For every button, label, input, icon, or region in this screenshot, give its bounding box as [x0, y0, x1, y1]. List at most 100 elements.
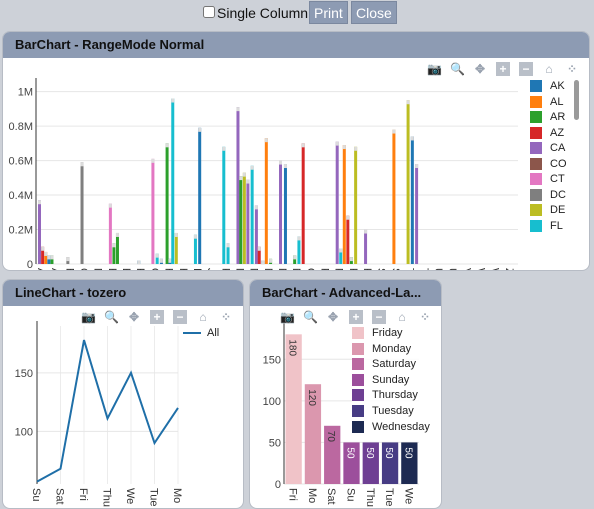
legend-item[interactable]: Saturday	[352, 358, 421, 373]
legend-item[interactable]: AR	[530, 111, 565, 125]
legend-item[interactable]: Tuesday	[352, 405, 418, 419]
bar-label	[354, 146, 358, 151]
x-tick-label: Tue	[148, 488, 160, 507]
x-tick-label: Thu	[364, 488, 376, 507]
bar-az	[41, 246, 45, 264]
x-tick-label: Binej	[63, 268, 75, 271]
legend-item[interactable]: DC	[530, 189, 566, 203]
legend-label: Sunday	[372, 373, 410, 386]
bar-ak	[283, 164, 287, 264]
panel-title: BarChart - RangeMode Normal	[3, 32, 589, 58]
legend-item[interactable]: AL	[530, 96, 563, 110]
x-tick-label: Ehret	[106, 268, 118, 271]
legend-item[interactable]: Wednesday	[352, 420, 434, 435]
legend-swatch	[352, 405, 364, 418]
pan-icon[interactable]: ✥	[474, 62, 486, 76]
bar-label	[155, 253, 159, 258]
legend-item[interactable]: FL	[530, 220, 563, 234]
bar-wednesday	[401, 442, 418, 484]
barchart-advanced-plot[interactable]: 0 50 100 150 180 120 70 50 50 50 50 Fri Mo Sat Su Thu Tu…	[250, 306, 442, 509]
barchart-range-plot[interactable]: 0 0.2M 0.4M 0.6M 0.8M 1M AfvocAvnitBinejCewfDi…	[3, 58, 590, 271]
x-tick-label: Onek	[304, 268, 316, 271]
bar-label	[137, 260, 141, 265]
legend-item[interactable]: AK	[530, 80, 565, 94]
x-tick-label: Geuc	[148, 268, 160, 271]
zoom-icon[interactable]: 🔍	[104, 310, 119, 324]
bar-label	[279, 160, 282, 165]
bar-az	[257, 246, 261, 264]
x-tick-label: Kivp	[219, 268, 231, 271]
home-icon[interactable]: ⌂	[545, 62, 553, 76]
bar-label	[264, 138, 268, 143]
bar-de	[406, 100, 410, 264]
legend-item[interactable]: CT	[530, 173, 565, 187]
legend-swatch	[530, 95, 542, 108]
zoom-in-icon[interactable]: +	[496, 62, 510, 76]
x-tick-label: Munv	[276, 268, 288, 271]
bar-label	[392, 129, 396, 134]
zoom-icon[interactable]: 🔍	[450, 62, 465, 76]
legend-item[interactable]: DE	[530, 204, 565, 218]
bar-fl	[222, 146, 226, 264]
x-tick-label: Huak	[163, 268, 175, 271]
camera-icon[interactable]: 📷	[427, 62, 442, 76]
zoom-out-icon[interactable]: −	[372, 310, 386, 324]
zoom-out-icon[interactable]: −	[173, 310, 187, 324]
legend-label: AR	[550, 111, 566, 123]
bar-fl	[226, 243, 230, 264]
pan-icon[interactable]: ✥	[327, 310, 339, 324]
legend-item[interactable]: Friday	[352, 327, 407, 341]
spike-icon[interactable]: ⁘	[220, 310, 232, 324]
close-button[interactable]: Close	[351, 1, 397, 24]
bar-ca	[246, 179, 250, 264]
zoom-icon[interactable]: 🔍	[303, 310, 318, 324]
legend-item[interactable]: Thursday	[352, 389, 422, 404]
bar-label	[151, 158, 155, 163]
x-tick-label: Uvul	[446, 268, 458, 271]
legend-swatch	[352, 420, 364, 433]
print-button[interactable]: Print	[309, 1, 348, 24]
bar-value-label: 50	[383, 447, 394, 459]
legend-item[interactable]: Sunday	[352, 373, 414, 388]
x-tick-label: Evbu	[120, 268, 132, 271]
bar-ca	[38, 200, 41, 264]
spike-icon[interactable]: ⁘	[419, 310, 431, 324]
x-tick-label: Vohu	[460, 268, 472, 271]
legend-item[interactable]: Monday	[352, 342, 416, 357]
x-tick-label: Su	[345, 488, 357, 501]
bar-az	[301, 143, 305, 264]
bar-al	[44, 251, 48, 264]
zoom-in-icon[interactable]: +	[349, 310, 363, 324]
bar-label	[159, 258, 163, 263]
legend-label: AZ	[550, 126, 565, 139]
home-icon[interactable]: ⌂	[199, 310, 207, 324]
bar-label	[80, 162, 84, 167]
y-tick-label: 0.8M	[9, 121, 33, 133]
bar-label	[349, 257, 353, 262]
single-column-checkbox[interactable]	[203, 6, 215, 18]
zoom-out-icon[interactable]: −	[519, 62, 533, 76]
pan-icon[interactable]: ✥	[128, 310, 140, 324]
legend-item[interactable]: All	[183, 327, 219, 341]
camera-icon[interactable]: 📷	[280, 310, 295, 324]
bar-ca	[279, 160, 282, 264]
bar-label	[44, 251, 48, 256]
y-tick-label: 100	[15, 426, 33, 438]
spike-icon[interactable]: ⁘	[566, 62, 578, 76]
legend-item[interactable]: CA	[530, 142, 565, 156]
bar-label	[364, 229, 368, 234]
y-tick-label: 0	[27, 259, 33, 271]
linechart-plot[interactable]: 100 150 Su Sat Fri Thu We Tue Mo	[3, 306, 244, 509]
bar-value-label: 50	[345, 447, 356, 459]
legend-scrollbar[interactable]	[574, 80, 579, 120]
legend-label: AK	[550, 80, 565, 92]
bar-label	[168, 258, 172, 263]
legend-item[interactable]: CO	[530, 158, 567, 172]
single-column-label[interactable]: Single Column	[217, 5, 309, 21]
zoom-in-icon[interactable]: +	[150, 310, 164, 324]
legend-item[interactable]: AZ	[530, 127, 564, 141]
bar-label	[47, 255, 51, 260]
home-icon[interactable]: ⌂	[398, 310, 406, 324]
y-tick-label: 0	[275, 479, 281, 491]
camera-icon[interactable]: 📷	[81, 310, 96, 324]
